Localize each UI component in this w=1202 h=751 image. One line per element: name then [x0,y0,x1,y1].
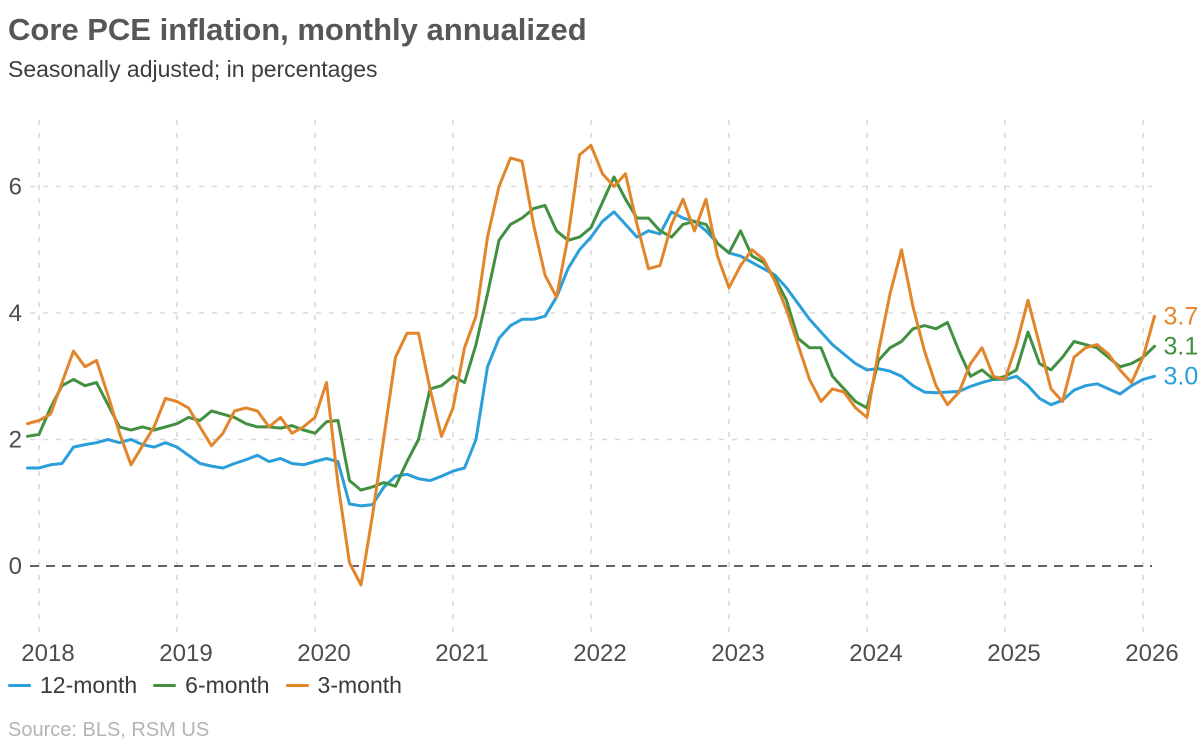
x-axis-label: 2021 [435,640,488,667]
x-axis-label: 2020 [297,640,350,667]
y-axis-label: 6 [9,174,22,201]
legend-label: 3-month [317,672,402,698]
series-line-3-month [26,143,1156,587]
y-axis-label: 4 [9,300,22,327]
series-end-label-3-month: 3.7 [1164,302,1199,330]
legend-dash-icon [153,684,177,687]
x-axis-label: 2019 [159,640,212,667]
x-axis-label: 2018 [21,640,74,667]
chart-subtitle: Seasonally adjusted; in percentages [8,56,378,82]
source-note: Source: BLS, RSM US [8,719,210,741]
series-line-6-month [26,175,1156,492]
series-end-label-12-month: 3.0 [1164,362,1199,390]
x-axis-label: 2023 [711,640,764,667]
legend-item-3-month: 3-month [285,672,402,699]
y-axis-label: 0 [9,553,22,580]
legend-label: 12-month [40,672,138,698]
legend-item-12-month: 12-month [8,672,137,699]
legend: 12-month 6-month 3-month [8,672,402,699]
legend-dash-icon [285,684,309,687]
legend-label: 6-month [185,672,270,698]
y-axis-label: 2 [9,427,22,454]
series-end-label-6-month: 3.1 [1164,332,1199,360]
x-axis-label: 2026 [1125,640,1178,667]
x-axis-label: 2025 [987,640,1040,667]
x-axis-label: 2024 [849,640,902,667]
x-axis-label: 2022 [573,640,626,667]
series-line-12-month [26,210,1156,508]
legend-dash-icon [8,684,31,687]
chart-title: Core PCE inflation, monthly annualized [8,12,587,47]
legend-item-6-month: 6-month [153,672,270,699]
